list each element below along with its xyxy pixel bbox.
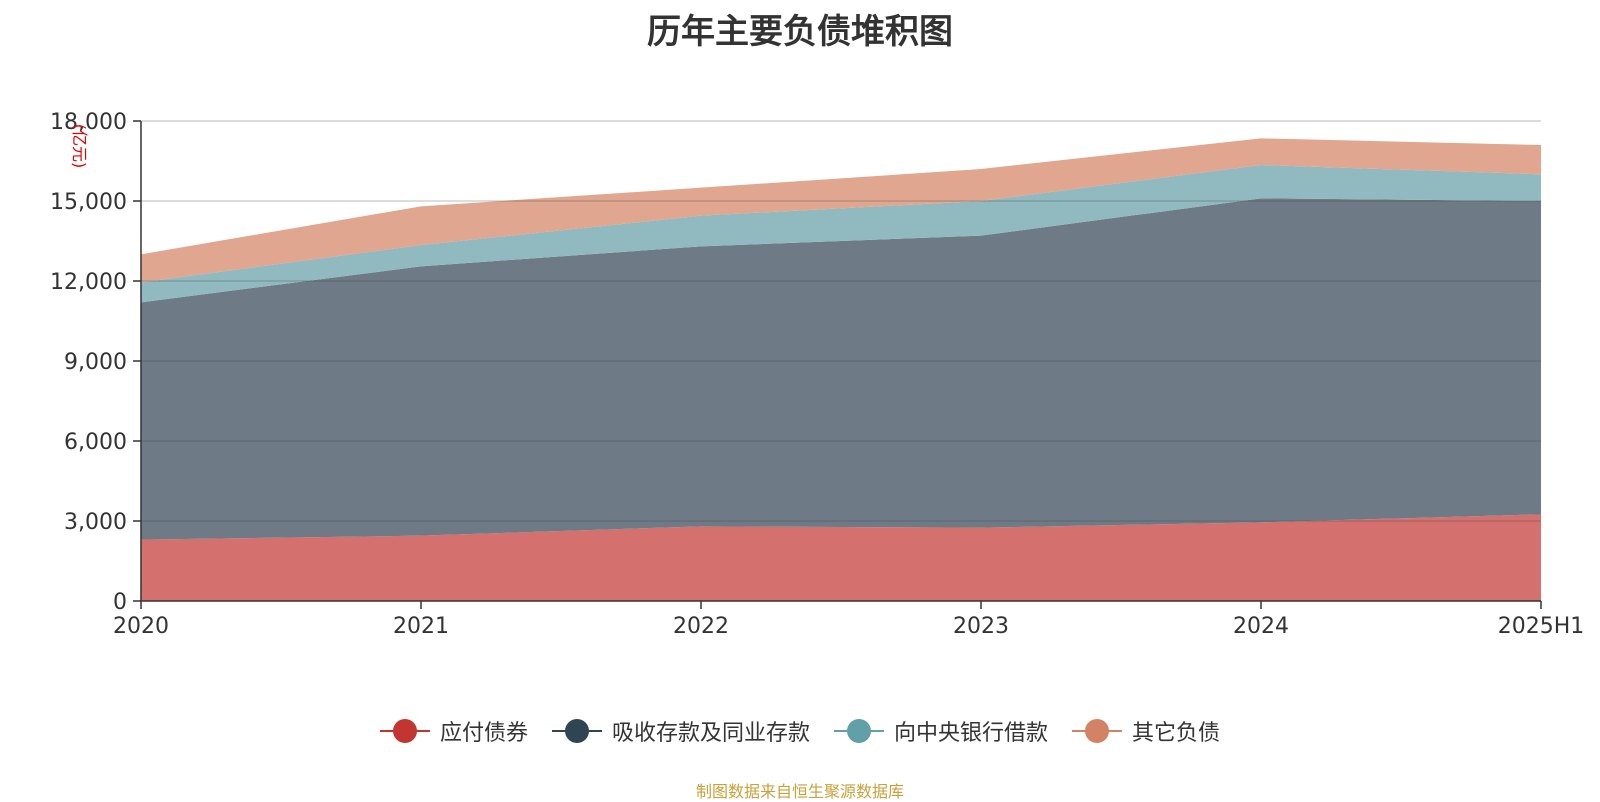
legend-swatch-dot [564,719,589,743]
y-tick-label-1: 3,000 [64,510,127,535]
area-series-2 [141,165,1541,303]
y-tick-label-0: 0 [113,590,127,615]
x-tick-label-1: 2021 [393,614,449,639]
x-tick-label-0: 2020 [113,614,169,639]
area-series-0 [141,514,1541,601]
area-series-3 [141,138,1541,283]
y-tick-label-3: 9,000 [64,350,127,375]
legend-item-3[interactable]: 其它负债 [1072,715,1220,747]
legend-label-2: 向中央银行借款 [894,721,1049,746]
legend-swatch-dot [392,719,417,743]
legend-swatch-1 [551,719,602,743]
x-tick-label-3: 2023 [953,614,1009,639]
x-tick-label-2: 2022 [673,614,729,639]
legend-item-1[interactable]: 吸收存款及同业存款 [551,715,810,747]
x-tick-label-5: 2025H1 [1498,614,1585,639]
x-tick-label-4: 2024 [1233,614,1289,639]
area-series-1 [141,198,1541,540]
area-layer [141,120,1541,601]
y-tick-label-4: 12,000 [50,270,127,295]
legend-swatch-3 [1072,719,1123,743]
legend-label-0: 应付债券 [439,721,528,746]
axis-layer: 0 3,000 6,000 9,000 12,000 15,000 18,000 2020 20… [50,110,1584,639]
legend-item-0[interactable]: 应付债券 [379,715,528,747]
chart-title: 历年主要负债堆积图 [647,12,953,52]
legend-item-2[interactable]: 向中央银行借款 [834,715,1048,747]
legend-label-1: 吸收存款及同业存款 [611,721,810,746]
legend: 应付债券 吸收存款及同业存款 向中央银行借款 其它负债 [0,715,1600,747]
y-tick-label-6: 18,000 [50,110,127,135]
y-tick-label-5: 15,000 [50,190,127,215]
data-source-note: 制图数据来自恒生聚源数据库 [695,782,904,801]
legend-swatch-dot [847,719,871,743]
y-tick-label-2: 6,000 [64,430,127,455]
y-axis-unit-label: (亿元) [70,124,89,169]
legend-swatch-0 [379,719,430,743]
legend-swatch-2 [834,719,884,743]
legend-label-3: 其它负债 [1132,721,1221,746]
legend-swatch-dot [1085,719,1110,743]
